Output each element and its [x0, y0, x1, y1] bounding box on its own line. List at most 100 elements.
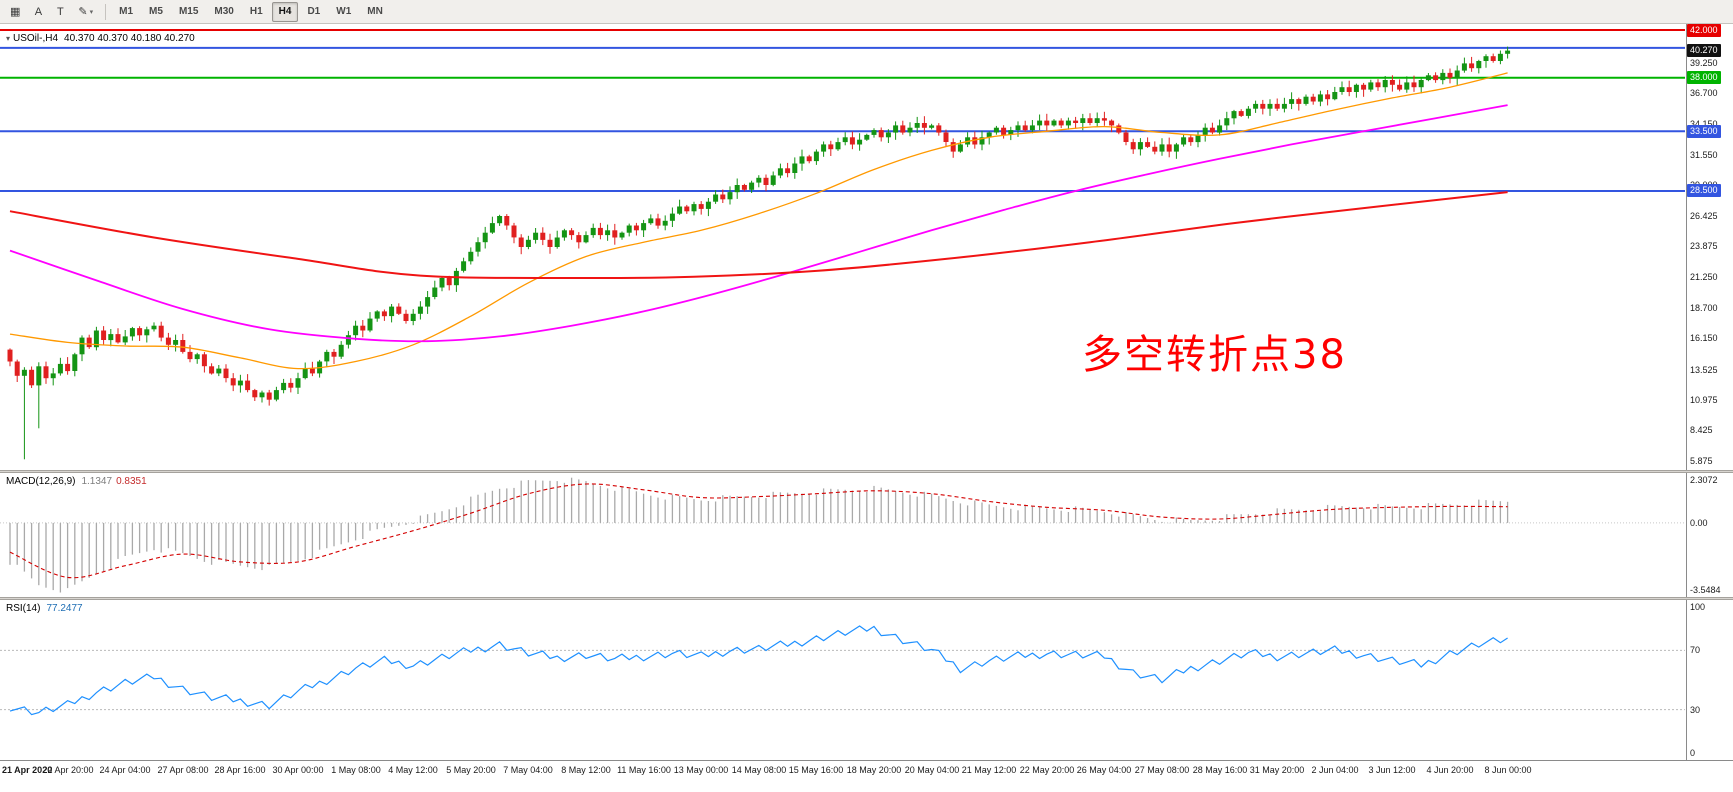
candle-body — [252, 390, 258, 398]
timeframe-button-m5[interactable]: M5 — [149, 6, 163, 17]
panel-divider[interactable] — [0, 470, 1733, 473]
macd-canvas[interactable] — [0, 473, 1685, 597]
candle-body — [770, 175, 776, 185]
timeframe-button-d1[interactable]: D1 — [307, 6, 321, 17]
candle-body — [295, 378, 301, 388]
axis-label: 5.875 — [1690, 456, 1713, 466]
candle-body — [122, 336, 128, 343]
candle-body — [777, 168, 783, 176]
candle-body — [1461, 63, 1467, 71]
axis-label: 2.3072 — [1690, 475, 1718, 485]
candle-body — [641, 223, 647, 231]
candle-body — [482, 232, 488, 243]
macd-axis[interactable]: 2.3072 0.00 -3.5484 — [1686, 473, 1733, 597]
time-axis-label: 3 Jun 12:00 — [1368, 765, 1416, 775]
time-axis-label: 5 May 20:00 — [446, 765, 496, 775]
candle-body — [165, 337, 171, 345]
candle-body — [1015, 125, 1021, 131]
axis-label: 0.00 — [1690, 518, 1708, 528]
axis-label: 26.425 — [1690, 211, 1718, 221]
candle-body — [158, 325, 164, 338]
ma-mid-line — [9, 104, 1508, 343]
text-label-button[interactable]: A — [34, 5, 43, 18]
candle-body — [734, 185, 740, 193]
candle-body — [986, 132, 992, 138]
candle-body — [468, 251, 474, 262]
candle-body — [590, 227, 596, 236]
rsi-axis[interactable]: 100 70 30 0 — [1686, 600, 1733, 760]
timeframe-button-h4[interactable]: H4 — [271, 1, 299, 22]
candle-body — [1447, 72, 1453, 78]
time-axis-label: 30 Apr 00:00 — [272, 765, 324, 775]
candle-body — [1325, 94, 1331, 100]
candle-body — [914, 123, 920, 128]
price-chart-canvas[interactable] — [0, 24, 1685, 470]
panel-divider[interactable] — [0, 597, 1733, 600]
symbol-marker-icon: ▾ — [6, 34, 11, 43]
candle-body — [381, 311, 387, 317]
draw-tools-button[interactable]: ✎ ▾ — [78, 6, 94, 18]
candle-body — [1454, 70, 1460, 78]
timeframe-button-mn[interactable]: MN — [367, 6, 383, 17]
time-axis-label: 13 May 00:00 — [673, 765, 729, 775]
text-tool-button[interactable]: T — [57, 5, 64, 18]
time-axis[interactable]: 21 Apr 2020 22 Apr 20:00 24 Apr 04:00 27 Ap… — [0, 760, 1733, 792]
time-axis-label: 14 May 08:00 — [731, 765, 787, 775]
candle-body — [763, 177, 769, 185]
candle-body — [900, 125, 906, 133]
candle-body — [446, 278, 452, 286]
candle-body — [655, 218, 661, 226]
candle-body — [137, 328, 143, 336]
candle-body — [86, 337, 92, 348]
time-axis-label: 26 May 04:00 — [1076, 765, 1132, 775]
candle-body — [187, 351, 193, 360]
candle-body — [893, 125, 899, 133]
axis-label: 70 — [1690, 645, 1701, 655]
candle-body — [1080, 118, 1086, 123]
macd-panel[interactable]: MACD(12,26,9) 1.1347 0.8351 2.3072 0.00 -3.5… — [0, 473, 1733, 597]
timeframe-button-h1[interactable]: H1 — [249, 6, 263, 17]
candle-body — [1346, 87, 1352, 92]
candle-body — [461, 261, 467, 271]
axis-badge: 38.000 — [1687, 71, 1721, 84]
axis-label: 34.150 — [1690, 119, 1718, 129]
candle-body — [432, 287, 438, 297]
rsi-panel[interactable]: RSI(14) 77.2477 100 70 30 0 — [0, 600, 1733, 760]
candle-body — [619, 232, 625, 238]
candle-body — [821, 144, 827, 152]
timeframe-button-m1[interactable]: M1 — [119, 6, 134, 17]
candle-body — [1166, 144, 1172, 152]
candle-body — [878, 130, 884, 138]
candle-body — [1411, 82, 1417, 88]
candle-body — [1094, 118, 1100, 123]
time-axis-label: 8 Jun 00:00 — [1484, 765, 1532, 775]
axis-badge: 33.500 — [1687, 125, 1721, 138]
candle-body — [425, 297, 431, 307]
timeframe-button-m30[interactable]: M30 — [214, 6, 234, 17]
axis-label: 100 — [1690, 602, 1706, 612]
price-chart-panel[interactable]: ▾ USOil-,H4 40.370 40.370 40.180 40.270 多空… — [0, 24, 1733, 470]
price-axis[interactable]: 39.25036.70034.15031.55029.00026.42523.8… — [1686, 24, 1733, 470]
tool-buttons: ▦ A T ✎ ▾ — [3, 0, 100, 23]
toolbar-separator — [105, 3, 107, 20]
macd-header: MACD(12,26,9) 1.1347 0.8351 — [6, 476, 147, 487]
candle-body — [151, 325, 157, 330]
macd-value: 1.1347 — [81, 476, 113, 487]
candle-body — [403, 313, 409, 321]
axis-badge: 40.270 — [1687, 44, 1721, 57]
candle-body — [684, 206, 690, 212]
candle-body — [173, 340, 179, 345]
axis-label: 39.250 — [1690, 58, 1718, 68]
timeframe-button-w1[interactable]: W1 — [336, 6, 352, 17]
candle-body — [1253, 103, 1259, 109]
time-axis-label: 21 Apr 2020 — [2, 765, 53, 775]
candle-body — [1289, 99, 1295, 104]
candle-body — [749, 182, 755, 190]
candle-body — [950, 142, 956, 152]
timeframe-button-m15[interactable]: M15 — [178, 6, 199, 17]
candle-body — [1404, 82, 1410, 90]
candle-body — [691, 204, 697, 212]
chart-window-button[interactable]: ▦ — [10, 6, 21, 18]
candle-body — [396, 306, 402, 314]
rsi-canvas[interactable] — [0, 600, 1685, 760]
